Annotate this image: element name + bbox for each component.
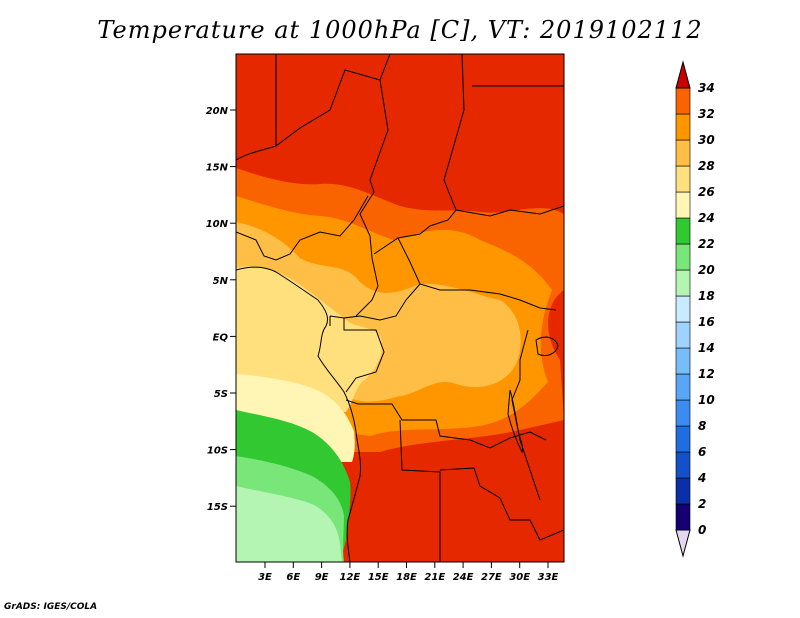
coastline — [236, 266, 361, 562]
lat-label: EQ — [213, 332, 229, 343]
colorbar-label: 28 — [698, 159, 715, 173]
colorbar-label: 20 — [698, 263, 715, 277]
lon-label: 33E — [538, 572, 559, 583]
lat-label: 15N — [206, 163, 229, 174]
border-line — [329, 54, 564, 562]
colorbar-label: 22 — [698, 237, 715, 251]
lon-label: 15E — [368, 572, 389, 583]
colorbar-segment — [675, 165, 691, 193]
colorbar-label: 2 — [698, 497, 706, 511]
border-line — [236, 54, 391, 317]
latitude-axis: 20N 15N 10N 5N EQ 5S 10S 15S — [206, 106, 236, 513]
lon-label: 6E — [286, 572, 300, 583]
colorbar-segment — [675, 113, 691, 141]
colorbar-label: 10 — [698, 393, 715, 407]
colorbar-segment — [675, 425, 691, 453]
lat-label: 5S — [214, 389, 228, 400]
lat-label: 5N — [213, 276, 229, 287]
colorbar-segment — [675, 503, 691, 531]
lon-label: 3E — [258, 572, 272, 583]
colorbar-label: 24 — [698, 211, 715, 225]
colorbar-segment — [675, 373, 691, 401]
field-patch — [394, 320, 446, 340]
colorbar-label: 18 — [698, 289, 715, 303]
lon-label: 12E — [340, 572, 361, 583]
field-24-26 — [236, 266, 382, 412]
colorbar-segment — [675, 321, 691, 349]
lat-label: 10S — [207, 446, 228, 457]
lon-label: 30E — [509, 572, 530, 583]
map-title: Temperature at 1000hPa [C], VT: 20191021… — [97, 16, 703, 44]
field-patch — [450, 310, 490, 326]
colorbar-label: 14 — [698, 341, 715, 355]
map-borders — [236, 54, 564, 562]
colorbar-segment — [675, 269, 691, 297]
colorbar-over — [675, 60, 691, 89]
lat-label: 10N — [206, 219, 229, 230]
lake-outline — [507, 389, 523, 454]
colorbar-segment — [675, 451, 691, 479]
colorbar-label: 8 — [698, 419, 706, 433]
lon-label: 18E — [396, 572, 417, 583]
colorbar-label: 12 — [698, 367, 715, 381]
colorbar-label: 32 — [698, 107, 715, 121]
lon-label: 9E — [315, 572, 329, 583]
lon-label: 27E — [481, 572, 502, 583]
colorbar-segment — [675, 217, 691, 245]
colorbar-label: 30 — [698, 133, 715, 147]
lake-outline — [535, 336, 559, 357]
colorbar-segment — [675, 399, 691, 427]
lat-label: 15S — [207, 502, 228, 513]
colorbar-segment — [675, 243, 691, 271]
colorbar-segment — [675, 295, 691, 323]
colorbar-label: 0 — [698, 523, 706, 537]
longitude-axis: 3E 6E 9E 12E 15E 18E 21E 24E 27E 30E 33E — [258, 562, 559, 583]
colorbar-segment — [675, 139, 691, 167]
map-frame — [235, 53, 565, 563]
lon-label: 21E — [424, 572, 445, 583]
colorbar-segment — [675, 347, 691, 375]
colorbar-segment — [675, 191, 691, 219]
field-16-18 — [236, 486, 342, 562]
colorbar-segment — [675, 477, 691, 505]
colorbar-segment — [675, 87, 691, 115]
colorbar-label: 34 — [698, 81, 715, 95]
lon-label: 24E — [453, 572, 474, 583]
grads-credit: GrADS: IGES/COLA — [4, 602, 98, 612]
temperature-field — [236, 54, 564, 562]
lat-label: 20N — [206, 106, 229, 117]
colorbar-label: 26 — [698, 185, 715, 199]
colorbar-under — [675, 529, 691, 558]
colorbar-label: 16 — [698, 315, 715, 329]
colorbar-label: 6 — [698, 445, 706, 459]
colorbar-label: 4 — [697, 471, 706, 485]
